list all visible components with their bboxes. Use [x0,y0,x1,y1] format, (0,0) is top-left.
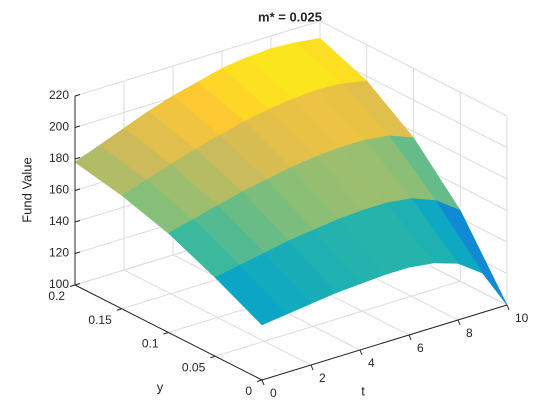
x-axis-line [261,304,508,381]
x-tick [310,364,314,371]
y-tick-label: 0 [245,384,252,398]
y-tick-label: 0.15 [88,313,112,327]
grid-line [319,20,508,117]
x-tick-label: 2 [319,371,326,385]
x-tick [261,379,265,386]
x-tick-label: 0 [270,386,277,400]
x-tick [506,304,510,311]
x-tick [457,319,461,326]
y-tick [210,355,216,359]
z-tick [74,125,81,128]
x-tick-label: 4 [368,356,375,370]
z-tick [74,94,81,97]
z-tick [74,283,81,286]
z-tick [74,188,81,191]
z-tick-label: 140 [49,214,69,228]
y-tick [163,332,169,335]
y-tick-label: 0.05 [182,360,206,374]
x-tick [408,334,412,341]
y-tick-label: 0.1 [142,337,159,351]
x-axis-label: t [361,383,365,398]
z-tick-label: 200 [49,120,69,134]
y-axis-label: y [157,379,164,394]
z-tick-label: 100 [49,277,69,291]
z-axis-label: Fund Value [19,157,34,223]
x-tick-label: 10 [515,311,529,325]
y-tick [256,379,263,382]
x-tick [359,349,363,356]
z-tick [74,157,81,160]
z-tick [74,220,81,223]
x-tick-label: 6 [417,341,424,355]
y-tick-label: 0.2 [48,289,65,303]
chart-title: m* = 0.025 [258,9,322,24]
grid-line [215,280,461,357]
z-tick-label: 180 [49,151,69,165]
grid-line [74,20,321,97]
z-tick-label: 220 [49,88,69,102]
surface-patch [214,264,287,326]
y-tick [116,308,122,311]
z-tick [74,251,81,254]
z-tick-label: 160 [49,183,69,197]
z-tick-label: 120 [49,246,69,260]
x-tick-label: 8 [466,326,473,340]
y-tick [69,284,76,287]
